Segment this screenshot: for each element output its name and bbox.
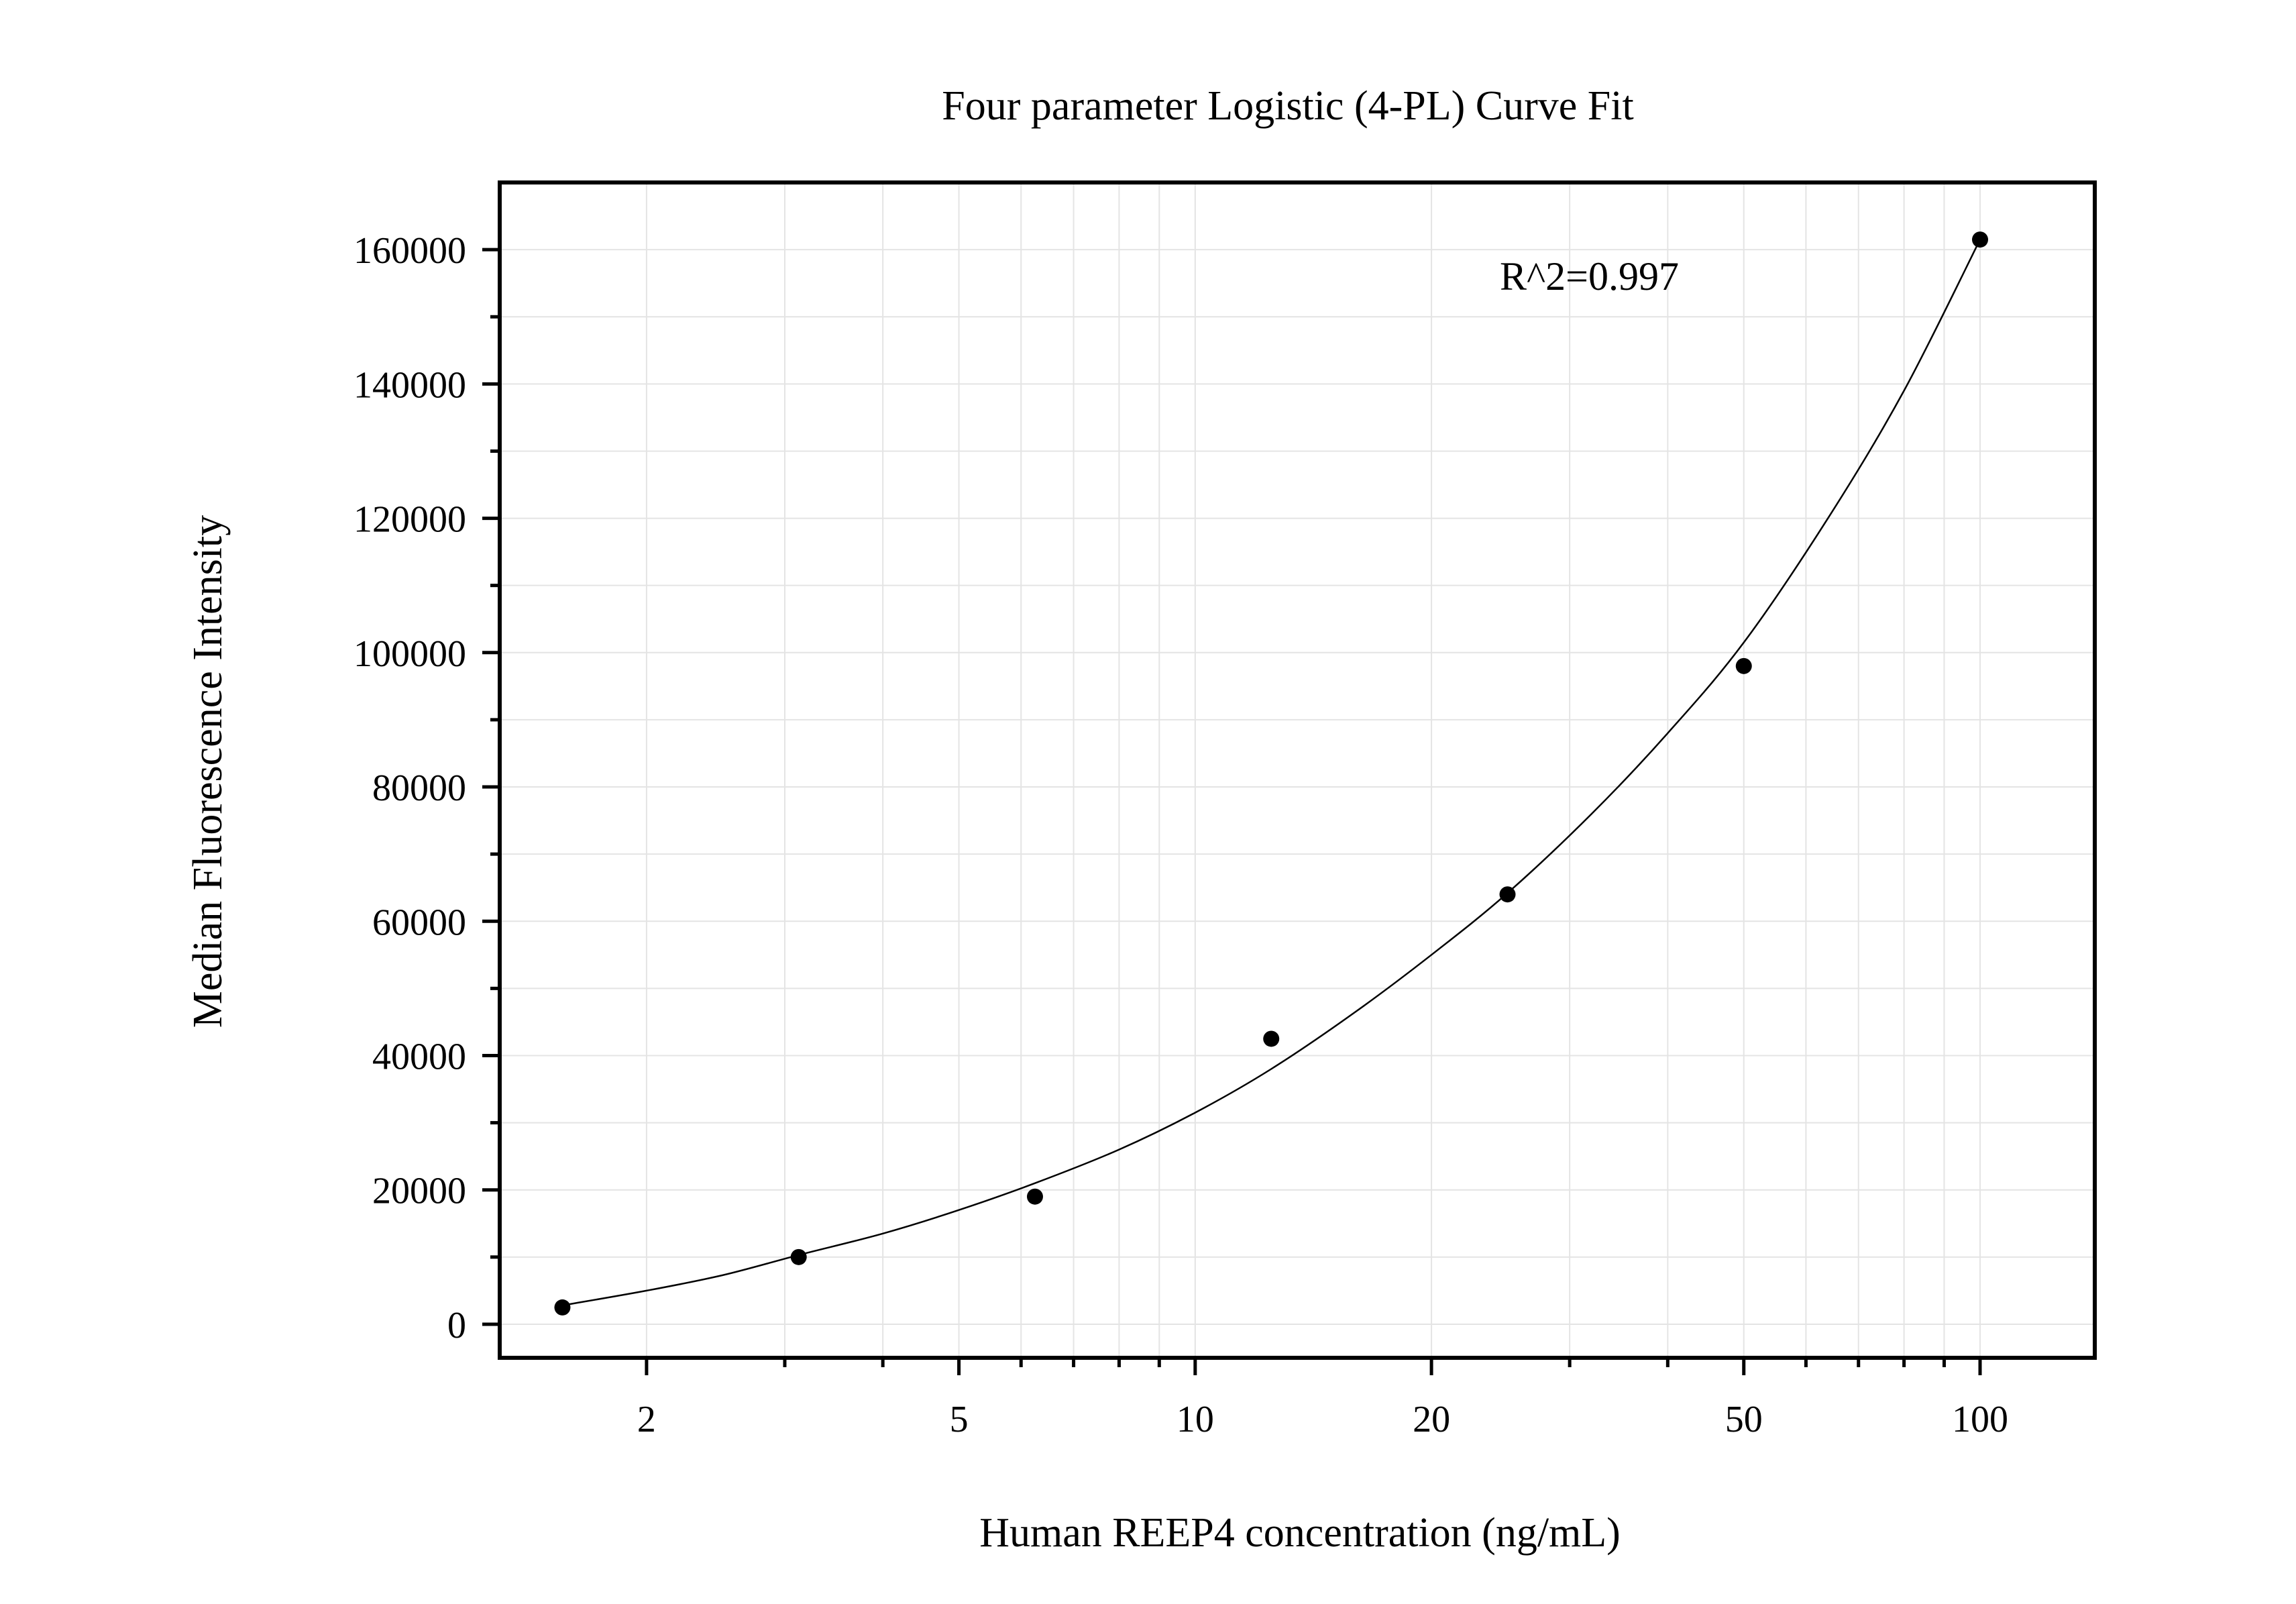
y-tick-label: 0 — [447, 1305, 466, 1346]
chart-title: Four parameter Logistic (4-PL) Curve Fit — [942, 83, 1633, 129]
x-tick-label: 5 — [950, 1399, 969, 1440]
data-point — [1972, 231, 1989, 248]
x-tick-label: 50 — [1725, 1399, 1763, 1440]
y-tick-label: 80000 — [372, 767, 466, 809]
data-point — [790, 1248, 807, 1265]
x-axis: 2 5 10 20 50 100 — [637, 1358, 2008, 1440]
data-point — [1026, 1188, 1043, 1205]
x-tick-label: 20 — [1413, 1399, 1450, 1440]
y-tick-label: 160000 — [353, 230, 466, 272]
grid-lines — [500, 182, 2095, 1358]
y-tick-label: 20000 — [372, 1171, 466, 1212]
x-axis-title: Human REEP4 concentration (ng/mL) — [979, 1510, 1621, 1556]
data-point — [1263, 1030, 1280, 1047]
x-tick-label: 10 — [1177, 1399, 1214, 1440]
data-point — [554, 1299, 571, 1316]
y-tick-label: 120000 — [353, 499, 466, 541]
data-points — [554, 231, 1989, 1316]
y-axis-title: Median Fluorescence Intensity — [185, 515, 231, 1028]
y-tick-label: 140000 — [353, 364, 466, 406]
y-tick-label: 40000 — [372, 1036, 466, 1077]
data-point — [1499, 886, 1516, 903]
x-tick-label: 100 — [1952, 1399, 2008, 1440]
plot-frame — [498, 180, 2097, 1360]
x-tick-label: 2 — [637, 1399, 656, 1440]
data-point — [1735, 657, 1752, 674]
y-axis: 0 20000 40000 60000 80000 100000 120000 140000 1… — [353, 230, 500, 1346]
y-tick-label: 100000 — [353, 633, 466, 675]
y-tick-label: 60000 — [372, 902, 466, 943]
fit-curve-line — [562, 239, 1981, 1307]
r-squared-annotation: R^2=0.997 — [1500, 254, 1679, 299]
